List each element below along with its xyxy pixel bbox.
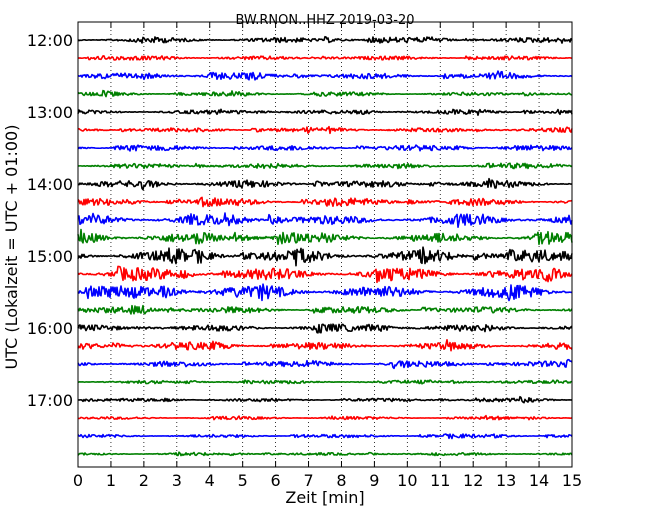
trace-line: [77, 358, 573, 370]
trace-line: [77, 108, 573, 116]
x-tick-label: 13: [496, 471, 516, 490]
trace-line: [77, 283, 573, 302]
x-tick-label: 7: [303, 471, 313, 490]
x-tick-label: 15: [562, 471, 582, 490]
y-tick-labels: 12:00 13:00 14:00 15:00 16:00 17:00: [27, 31, 73, 410]
trace-line: [77, 395, 573, 404]
y-tick-label: 17:00: [27, 391, 73, 410]
tick-marks: [77, 22, 573, 467]
y-tick-label: 14:00: [27, 175, 73, 194]
trace-line: [77, 323, 573, 334]
x-tick-label: 11: [430, 471, 450, 490]
trace-line: [77, 338, 573, 352]
trace-line: [77, 265, 573, 284]
y-tick-label: 15:00: [27, 247, 73, 266]
trace-line: [77, 212, 573, 229]
trace-line: [77, 414, 573, 421]
x-tick-label: 2: [139, 471, 149, 490]
x-tick-label: 8: [336, 471, 346, 490]
x-tick-label: 9: [369, 471, 379, 490]
trace-line: [77, 196, 573, 208]
x-tick-label: 5: [238, 471, 248, 490]
trace-line: [77, 162, 573, 170]
trace-line: [77, 125, 573, 135]
x-tick-label: 10: [397, 471, 417, 490]
trace-line: [77, 304, 573, 315]
trace-line: [77, 89, 573, 98]
y-tick-label: 13:00: [27, 103, 73, 122]
x-tick-label: 14: [529, 471, 549, 490]
trace-line: [77, 177, 573, 191]
trace-line: [77, 70, 573, 81]
trace-group: [77, 35, 573, 457]
trace-line: [77, 228, 573, 246]
trace-line: [77, 246, 573, 267]
trace-line: [77, 144, 573, 152]
trace-line: [77, 433, 573, 440]
chart-title: BW.RNON..HHZ 2019-03-20: [235, 13, 414, 28]
x-tick-label: 0: [73, 471, 83, 490]
trace-line: [77, 35, 573, 44]
x-tick-label: 3: [172, 471, 182, 490]
trace-line: [77, 55, 573, 61]
x-tick-label: 4: [205, 471, 215, 490]
x-tick-label: 12: [463, 471, 483, 490]
x-tick-label: 1: [106, 471, 116, 490]
x-tick-labels: 0 1 2 3 4 5 6 7 8 9 10 11 12 13 14 15: [73, 471, 582, 490]
x-tick-label: 6: [271, 471, 281, 490]
y-tick-label: 12:00: [27, 31, 73, 50]
x-axis-label: Zeit [min]: [285, 488, 364, 507]
plot-frame: [77, 21, 573, 468]
y-tick-label: 16:00: [27, 319, 73, 338]
y-axis-label: UTC (Lokalzeit = UTC + 01:00): [2, 125, 21, 370]
trace-line: [77, 451, 573, 457]
trace-line: [77, 379, 573, 385]
